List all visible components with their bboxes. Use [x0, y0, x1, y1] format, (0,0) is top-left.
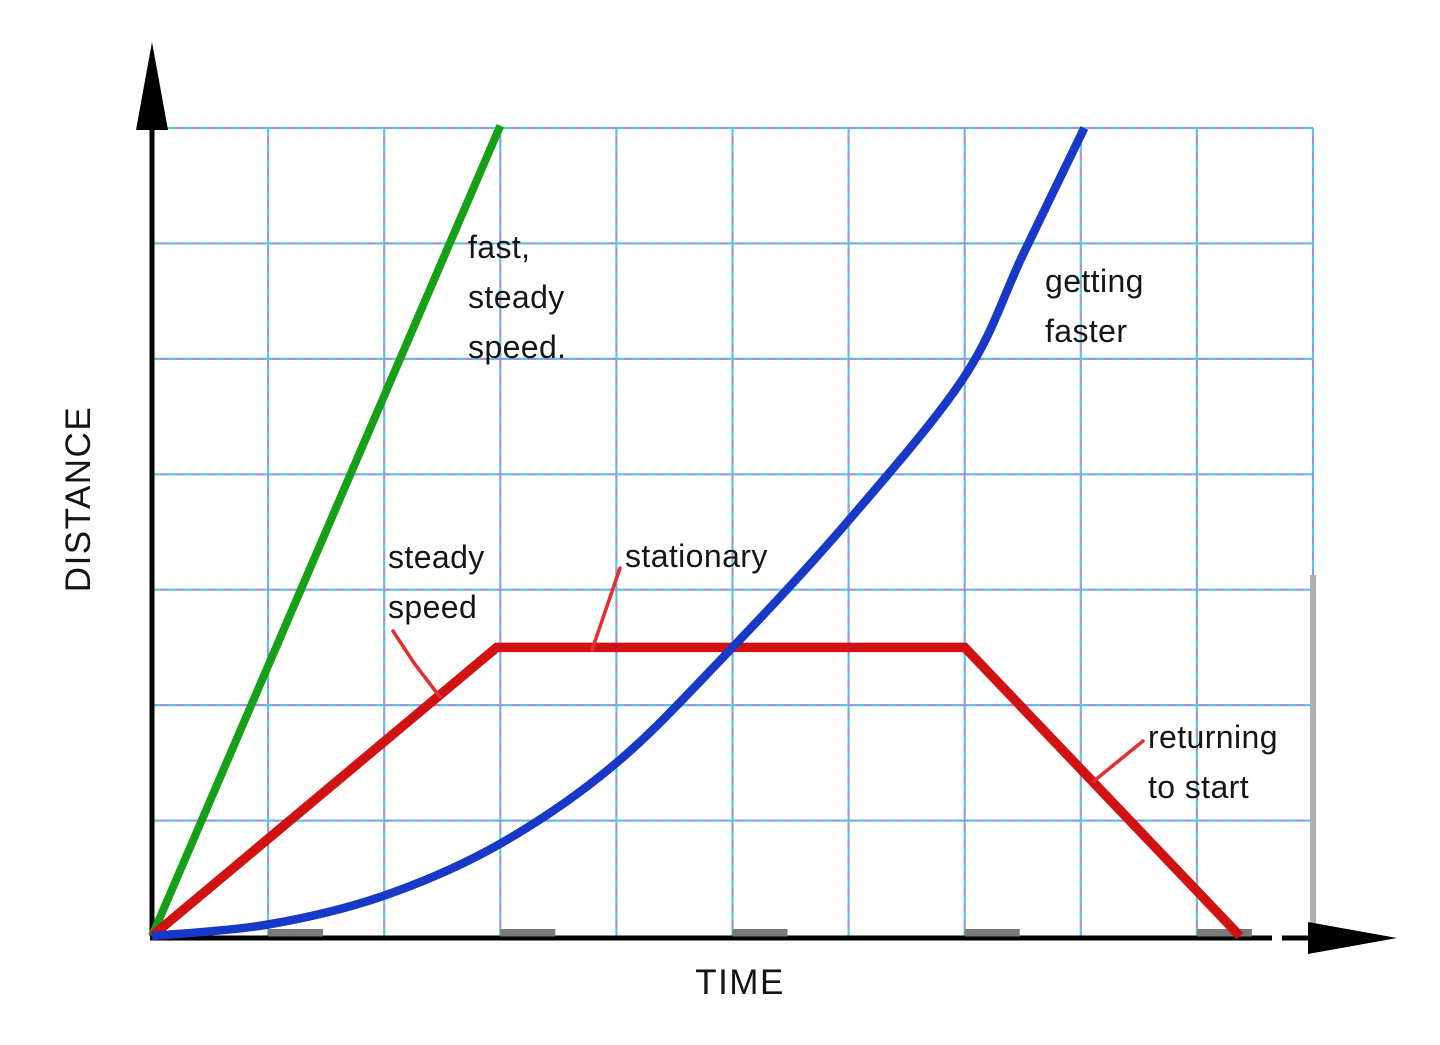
annotation-getting-faster: getting faster	[1045, 256, 1144, 356]
series-line-2	[151, 126, 1089, 941]
y-axis-arrow-icon	[136, 42, 168, 130]
annotation-line: steady	[468, 279, 565, 315]
annotation-line: speed	[388, 589, 478, 625]
annotation-line: fast,	[468, 229, 531, 265]
leader-line-0	[391, 629, 442, 699]
x-axis-gray-dash	[732, 929, 788, 937]
annotation-returning-to-start: returning to start	[1148, 712, 1278, 812]
grid	[152, 126, 1315, 936]
axes	[136, 42, 1397, 954]
x-axis-gray-dashes	[268, 929, 1252, 937]
x-axis-gray-dash	[500, 929, 556, 937]
label-leader-lines	[391, 566, 1145, 783]
annotation-line: returning	[1148, 719, 1278, 755]
x-axis-gray-dash	[268, 929, 324, 937]
x-axis-arrow-icon	[1308, 922, 1397, 954]
annotation-line: stationary	[625, 538, 768, 574]
y-axis-label: DISTANCE	[59, 405, 98, 593]
annotation-line: faster	[1045, 313, 1128, 349]
annotation-steady-speed: steady speed	[388, 532, 485, 632]
x-axis-gray-dash	[964, 929, 1020, 937]
annotation-line: speed.	[468, 329, 567, 365]
series-line-0	[148, 124, 504, 938]
annotation-stationary: stationary	[625, 531, 768, 581]
x-axis-gray-dash	[1196, 929, 1252, 937]
annotation-line: to start	[1148, 769, 1250, 805]
annotation-fast-steady-speed: fast, steady speed.	[468, 222, 566, 372]
annotation-line: getting	[1045, 263, 1144, 299]
series-lines	[148, 124, 1244, 941]
leader-line-1	[590, 566, 622, 652]
leader-line-2	[1092, 739, 1145, 783]
annotation-line: steady	[388, 539, 485, 575]
x-axis-label: TIME	[695, 963, 785, 1002]
